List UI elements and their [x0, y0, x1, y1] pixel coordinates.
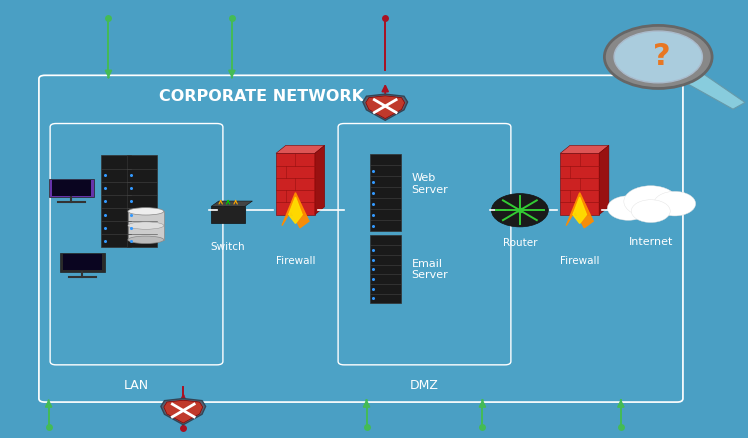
FancyBboxPatch shape: [370, 236, 401, 303]
Circle shape: [491, 194, 548, 227]
FancyBboxPatch shape: [63, 254, 102, 270]
Circle shape: [604, 25, 712, 88]
Polygon shape: [566, 193, 593, 228]
Circle shape: [631, 200, 670, 223]
Polygon shape: [315, 145, 325, 215]
Polygon shape: [164, 400, 203, 423]
Polygon shape: [599, 145, 609, 215]
FancyBboxPatch shape: [211, 206, 245, 223]
Text: CORPORATE NETWORK: CORPORATE NETWORK: [159, 89, 364, 104]
FancyBboxPatch shape: [52, 180, 91, 196]
Ellipse shape: [128, 222, 164, 229]
Circle shape: [614, 31, 702, 83]
FancyBboxPatch shape: [276, 153, 315, 215]
Polygon shape: [161, 399, 206, 425]
Circle shape: [624, 186, 678, 217]
FancyBboxPatch shape: [560, 153, 599, 215]
Text: Web
Server: Web Server: [411, 173, 448, 195]
Text: LAN: LAN: [124, 379, 149, 392]
Polygon shape: [573, 197, 586, 223]
Text: ?: ?: [653, 42, 671, 71]
Text: DMZ: DMZ: [410, 379, 439, 392]
Text: Router: Router: [503, 238, 537, 248]
Polygon shape: [211, 201, 252, 206]
Polygon shape: [363, 94, 408, 120]
Text: Firewall: Firewall: [560, 256, 599, 265]
Polygon shape: [282, 193, 309, 228]
Text: Internet: Internet: [628, 237, 673, 247]
Polygon shape: [683, 72, 745, 109]
Ellipse shape: [128, 236, 164, 244]
FancyBboxPatch shape: [49, 179, 94, 197]
Polygon shape: [366, 96, 405, 119]
Circle shape: [654, 191, 696, 216]
Text: Firewall: Firewall: [276, 256, 315, 265]
FancyBboxPatch shape: [39, 75, 683, 402]
FancyBboxPatch shape: [101, 155, 131, 247]
Text: Switch: Switch: [211, 243, 245, 252]
Circle shape: [607, 196, 649, 220]
Polygon shape: [276, 145, 325, 153]
Polygon shape: [560, 145, 609, 153]
Polygon shape: [289, 197, 302, 223]
FancyBboxPatch shape: [128, 211, 164, 240]
Ellipse shape: [128, 208, 164, 215]
Text: Email
Server: Email Server: [411, 258, 448, 280]
FancyBboxPatch shape: [370, 155, 401, 231]
FancyBboxPatch shape: [127, 155, 157, 247]
FancyBboxPatch shape: [60, 253, 105, 272]
